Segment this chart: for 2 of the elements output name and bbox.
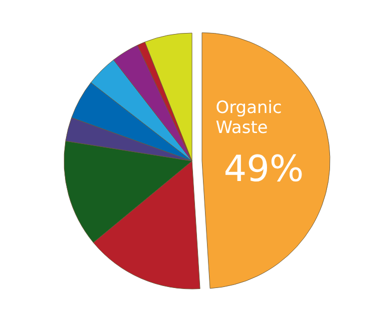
slice-label: Organic Waste [216,98,282,138]
data-label: 49% [224,148,304,190]
